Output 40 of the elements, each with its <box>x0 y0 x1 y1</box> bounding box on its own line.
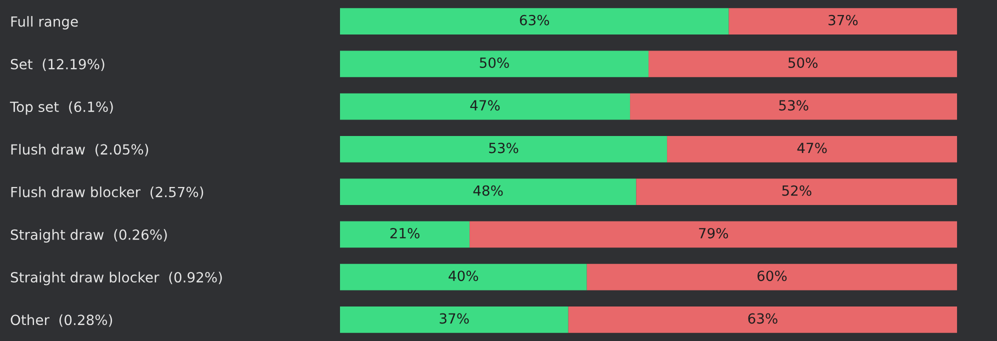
y-tick-label: Flush draw (2.05%) <box>11 144 148 156</box>
data-label: 47% <box>470 100 500 111</box>
data-label: 37% <box>440 313 469 324</box>
data-label: 53% <box>779 100 808 111</box>
bar <box>340 8 729 35</box>
bar <box>340 93 630 120</box>
data-label: 48% <box>473 185 503 196</box>
data-label: 50% <box>788 57 818 68</box>
data-label: 52% <box>782 185 812 196</box>
y-tick-label: Other (0.28%) <box>10 314 112 327</box>
bar <box>648 50 958 78</box>
bar <box>340 264 587 290</box>
data-label: 63% <box>520 14 550 26</box>
data-label: 37% <box>828 14 858 26</box>
data-label: 60% <box>758 270 787 282</box>
y-tick-label: Full range <box>11 16 78 30</box>
bar <box>470 221 958 248</box>
bar <box>667 136 958 162</box>
bar <box>340 306 568 333</box>
bar <box>728 8 958 35</box>
bar <box>340 221 470 248</box>
data-label: 47% <box>797 142 827 154</box>
data-label: 21% <box>390 228 420 238</box>
y-tick-label: Straight draw (0.26%) <box>10 229 167 243</box>
bar <box>568 306 958 333</box>
bar <box>340 50 649 78</box>
bar <box>586 264 958 290</box>
bar <box>636 178 958 206</box>
bar <box>630 93 958 120</box>
y-tick-label: Top set (6.1%) <box>10 101 113 115</box>
data-label: 79% <box>699 228 728 238</box>
y-tick-label: Set (12.19%) <box>10 58 104 72</box>
bar <box>340 136 668 162</box>
data-label: 40% <box>448 270 478 282</box>
data-label: 63% <box>748 313 778 324</box>
y-tick-label: Flush draw blocker (2.57%) <box>11 186 204 199</box>
bar <box>340 178 636 206</box>
data-label: 50% <box>480 57 509 68</box>
y-tick-label: Straight draw blocker (0.92%) <box>10 272 222 286</box>
data-label: 53% <box>489 142 518 154</box>
